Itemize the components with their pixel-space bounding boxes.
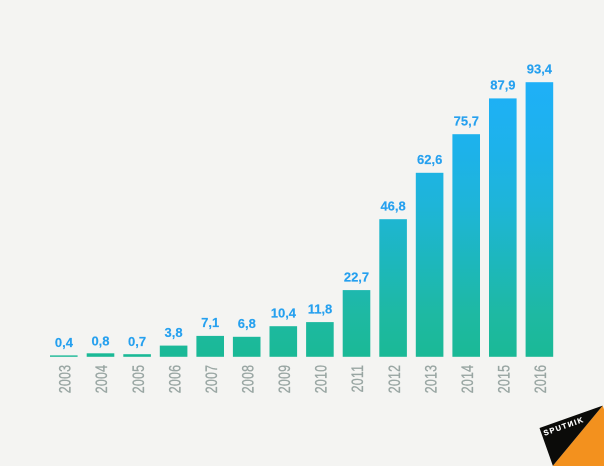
svg-text:2003: 2003 — [57, 365, 75, 393]
svg-text:2008: 2008 — [240, 365, 258, 393]
svg-text:2006: 2006 — [167, 365, 185, 393]
svg-text:2013: 2013 — [423, 365, 441, 393]
svg-text:62,6: 62,6 — [417, 152, 442, 167]
svg-text:46,8: 46,8 — [380, 199, 405, 214]
svg-text:3,8: 3,8 — [165, 325, 183, 340]
svg-text:93,4: 93,4 — [527, 62, 553, 77]
svg-text:2005: 2005 — [130, 365, 148, 393]
svg-text:2016: 2016 — [532, 365, 550, 393]
svg-text:2014: 2014 — [459, 365, 477, 393]
svg-text:75,7: 75,7 — [454, 114, 479, 129]
svg-text:22,7: 22,7 — [344, 269, 369, 284]
svg-text:2010: 2010 — [313, 365, 331, 393]
svg-text:2007: 2007 — [203, 365, 221, 393]
svg-text:10,4: 10,4 — [271, 306, 297, 321]
svg-text:2012: 2012 — [386, 365, 404, 393]
svg-text:87,9: 87,9 — [490, 78, 515, 93]
svg-text:2015: 2015 — [496, 365, 514, 393]
svg-text:2009: 2009 — [276, 365, 294, 393]
svg-text:2004: 2004 — [93, 365, 111, 393]
svg-text:0,8: 0,8 — [91, 334, 109, 349]
svg-text:11,8: 11,8 — [308, 301, 333, 316]
svg-text:0,4: 0,4 — [55, 335, 74, 350]
svg-text:2011: 2011 — [349, 365, 367, 393]
svg-text:0,7: 0,7 — [128, 334, 146, 349]
svg-text:6,8: 6,8 — [238, 316, 256, 331]
svg-text:7,1: 7,1 — [201, 315, 219, 330]
